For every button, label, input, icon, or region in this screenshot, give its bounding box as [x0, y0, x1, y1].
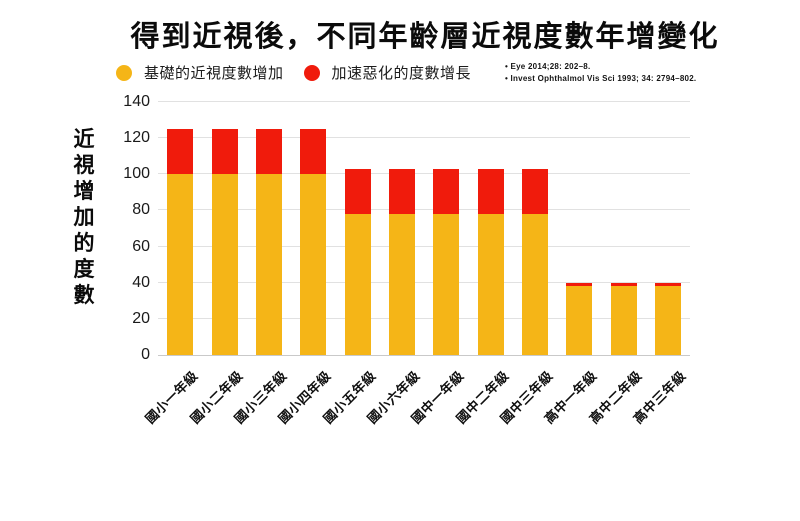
bar-stack-高中一年級	[566, 282, 593, 355]
source-references: • Eye 2014;28: 202–8. • Invest Ophthalmo…	[505, 61, 795, 85]
legend-label-accelerated: 加速惡化的度數增長	[331, 65, 472, 82]
bar-segment-base	[433, 214, 460, 355]
bar-stack-國小一年級	[167, 129, 194, 355]
bar-segment-base	[167, 174, 194, 355]
bar-segment-base	[610, 286, 637, 355]
bar-segment-accelerated	[344, 168, 371, 215]
gridline-80	[158, 209, 690, 211]
bar-segment-accelerated	[300, 129, 327, 175]
gridline-120	[158, 137, 690, 139]
y-tick-label-20: 20	[132, 309, 150, 327]
gridline-100	[158, 173, 690, 175]
bar-stack-國小四年級	[300, 129, 327, 355]
bar-segment-accelerated	[654, 282, 681, 287]
gridline-20	[158, 317, 690, 319]
bar-stack-國中一年級	[433, 168, 460, 355]
legend-dot-accelerated-icon	[303, 64, 320, 81]
legend-item-accelerated: 加速惡化的度數增長	[303, 62, 472, 83]
bar-segment-accelerated	[211, 129, 238, 175]
gridline-60	[158, 245, 690, 247]
bar-stack-高中三年級	[654, 282, 681, 355]
y-tick-label-60: 60	[132, 237, 150, 255]
y-tick-label-0: 0	[141, 346, 150, 363]
bar-segment-base	[255, 174, 282, 355]
reference-line-2: • Invest Ophthalmol Vis Sci 1993; 34: 27…	[505, 74, 697, 83]
y-tick-label-120: 120	[123, 129, 150, 147]
bar-segment-accelerated	[433, 168, 460, 215]
bar-stack-國小六年級	[388, 168, 415, 355]
bar-segment-base	[344, 214, 371, 355]
bar-segment-base	[388, 214, 415, 355]
bar-segment-accelerated	[477, 168, 504, 215]
y-tick-label-80: 80	[132, 201, 150, 219]
reference-line-1: • Eye 2014;28: 202–8.	[505, 62, 591, 71]
legend-item-base: 基礎的近視度數增加	[116, 62, 284, 83]
bar-segment-accelerated	[566, 282, 593, 287]
bar-segment-base	[300, 174, 327, 355]
bar-segment-accelerated	[610, 282, 637, 287]
bar-segment-base	[477, 214, 504, 355]
x-axis-baseline	[158, 355, 690, 356]
bar-segment-base	[211, 174, 238, 355]
bar-segment-base	[566, 286, 593, 355]
y-tick-label-100: 100	[123, 165, 150, 183]
bar-segment-base	[654, 286, 681, 355]
y-tick-label-140: 140	[123, 93, 150, 110]
bar-segment-accelerated	[388, 168, 415, 215]
bar-stack-高中二年級	[610, 282, 637, 355]
bar-stack-國小二年級	[211, 129, 238, 355]
chart-legend: 基礎的近視度數增加 加速惡化的度數增長	[116, 62, 471, 83]
bar-stack-國小五年級	[344, 168, 371, 355]
bar-segment-accelerated	[521, 168, 548, 215]
bar-segment-accelerated	[167, 129, 194, 175]
legend-label-base: 基礎的近視度數增加	[144, 65, 284, 82]
y-tick-label-40: 40	[132, 273, 150, 291]
bar-stack-國小三年級	[255, 129, 282, 355]
y-axis-title: 近視增加的度數	[73, 128, 95, 307]
plot-area	[158, 101, 690, 356]
gridline-140	[158, 101, 690, 102]
bar-segment-accelerated	[255, 129, 282, 175]
bar-segment-base	[521, 214, 548, 355]
bar-stack-國中三年級	[521, 168, 548, 355]
gridline-40	[158, 281, 690, 283]
bar-stack-國中二年級	[477, 168, 504, 355]
legend-dot-base-icon	[116, 64, 132, 81]
page-title: 得到近視後，不同年齡層近視度數年增變化	[130, 21, 720, 53]
